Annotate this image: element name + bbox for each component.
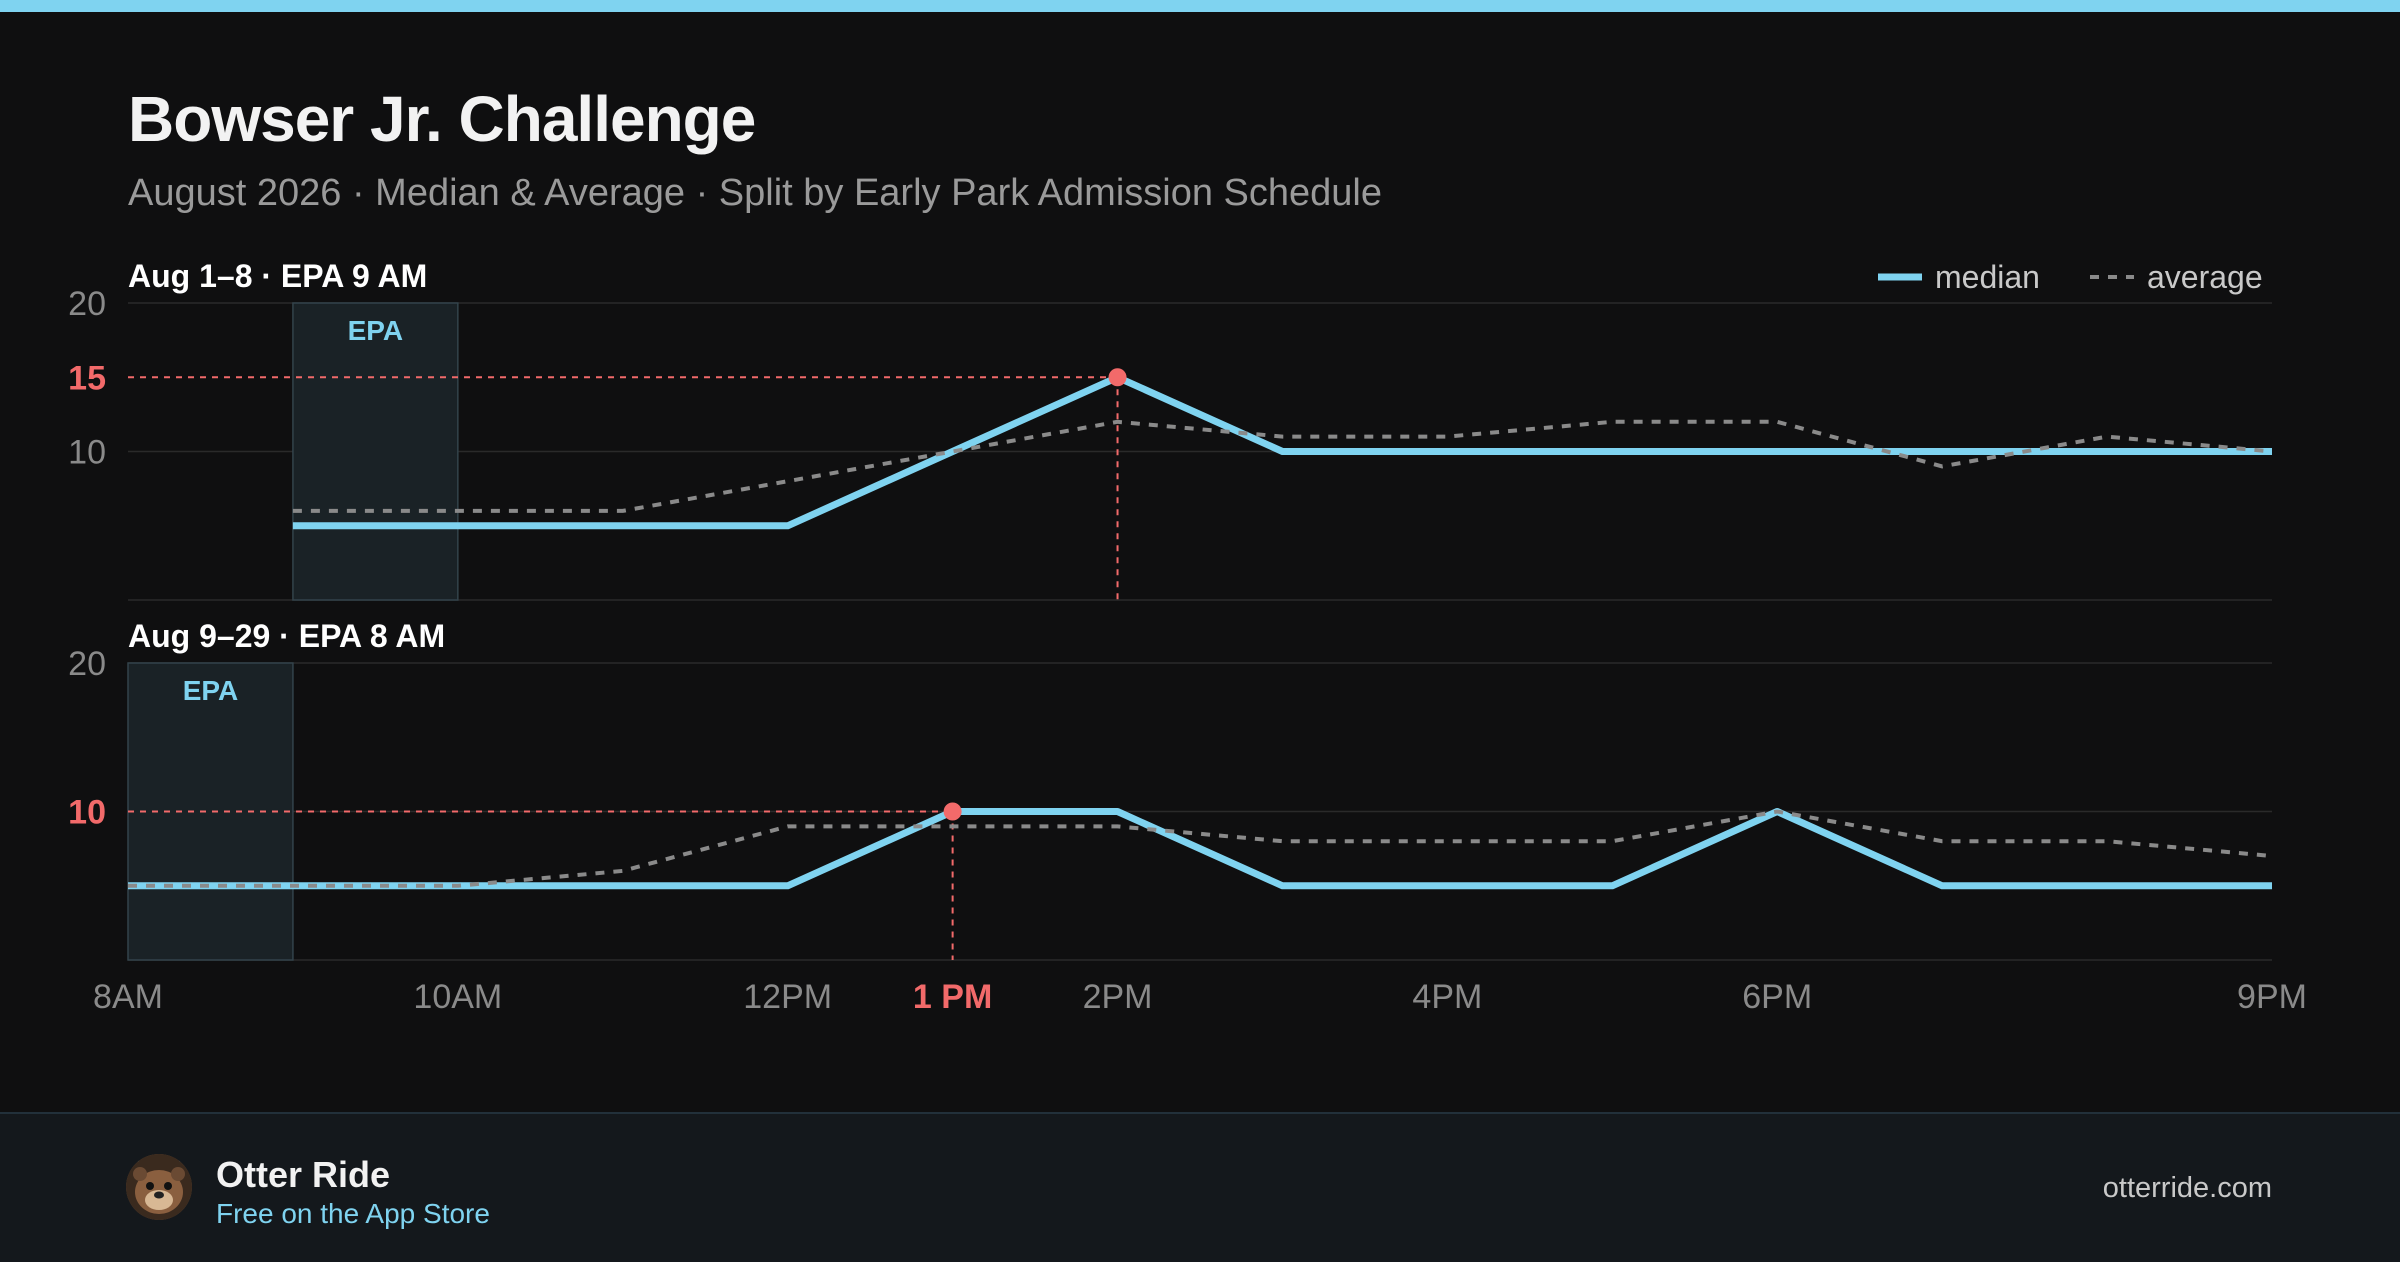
x-tick-label: 12PM	[743, 978, 832, 1016]
y-tick-label: 10	[68, 434, 106, 472]
app-store-link[interactable]: Free on the App Store	[216, 1198, 490, 1229]
average-line	[292, 419, 2273, 513]
epa-band	[292, 302, 459, 601]
peak-marker	[1108, 368, 1127, 387]
average-line	[128, 809, 2273, 888]
legend-average-label: average	[2147, 259, 2263, 295]
median-line	[128, 808, 2272, 890]
x-tick-label: 4PM	[1412, 978, 1482, 1016]
x-tick-label: 10AM	[413, 978, 502, 1016]
footer: Otter Ride Free on the App Store otterri…	[0, 1112, 2400, 1262]
x-tick-label: 2PM	[1083, 978, 1153, 1016]
peak-value-label: 10	[68, 794, 106, 832]
chart-subtitle: August 2026 · Median & Average · Split b…	[128, 172, 1382, 214]
epa-label: EPA	[183, 675, 239, 706]
x-tick-label: 6PM	[1742, 978, 1812, 1016]
x-tick-label: 8AM	[93, 978, 163, 1016]
wait-time-chart: EPA Aug 1–8 · EPA 9 AM 20 10 15 EPA Aug 9–29 ·…	[68, 258, 2307, 1016]
epa-label: EPA	[348, 315, 404, 346]
legend-median-label: median	[1935, 259, 2040, 295]
y-tick-label: 20	[68, 645, 106, 683]
y-tick-label: 20	[68, 285, 106, 323]
website-link[interactable]: otterride.com	[2102, 1172, 2272, 1204]
brand-name: Otter Ride	[216, 1154, 391, 1195]
peak-marker	[943, 802, 962, 821]
panel-label: Aug 1–8 · EPA 9 AM	[128, 258, 427, 294]
top-accent-bar	[0, 0, 2400, 12]
panel-label: Aug 9–29 · EPA 8 AM	[128, 618, 445, 654]
median-line	[292, 373, 2272, 530]
otter-logo-icon	[126, 1154, 192, 1220]
x-tick-label: 9PM	[2237, 978, 2307, 1016]
peak-value-label: 15	[68, 359, 106, 397]
chart-title: Bowser Jr. Challenge	[128, 83, 756, 155]
highlight-x-label: 1 PM	[913, 978, 992, 1016]
